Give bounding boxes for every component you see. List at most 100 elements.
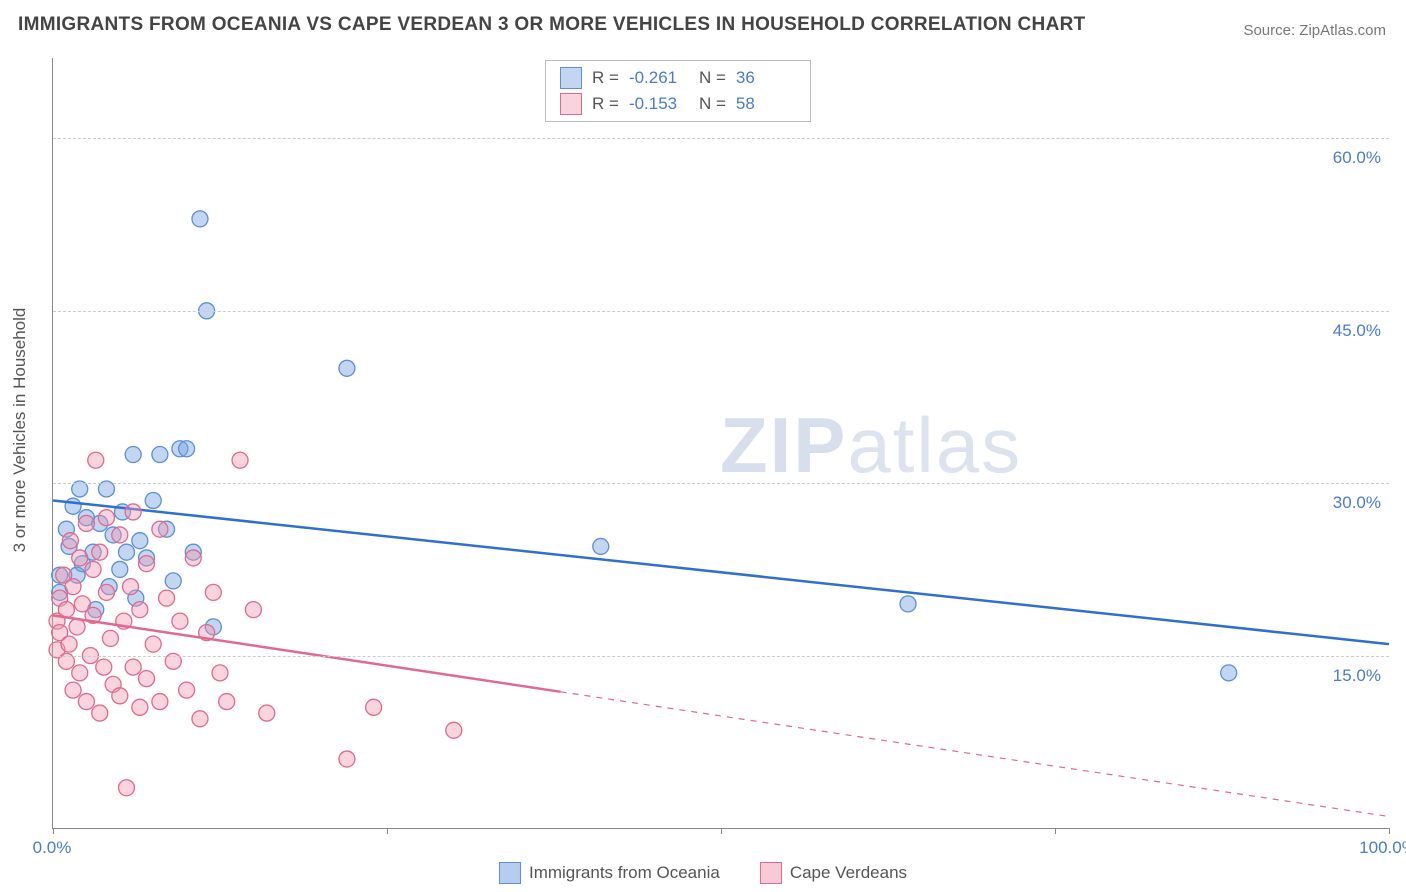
data-point [112,688,128,704]
data-point [232,452,248,468]
data-point [212,665,228,681]
legend-n-value: 36 [736,68,796,88]
data-point [72,665,88,681]
data-point [152,446,168,462]
legend-swatch [760,862,782,884]
data-point [118,780,134,796]
data-point [366,699,382,715]
legend-bottom-label: Cape Verdeans [790,863,907,883]
legend-top-row: R = -0.261 N = 36 [546,65,810,91]
data-point [58,602,74,618]
chart-title: IMMIGRANTS FROM OCEANIA VS CAPE VERDEAN … [18,14,1086,36]
data-point [78,515,94,531]
data-point [172,613,188,629]
y-tick-label: 60.0% [1333,148,1381,168]
x-tick [721,828,722,834]
data-point [72,550,88,566]
x-tick [53,828,54,834]
data-point [593,538,609,554]
data-point [125,504,141,520]
data-point [145,492,161,508]
source-label: Source: ZipAtlas.com [1243,22,1386,39]
data-point [65,498,81,514]
legend-n-label: N = [699,94,726,114]
y-axis-label: 3 or more Vehicles in Household [10,308,30,553]
data-point [132,533,148,549]
data-point [205,584,221,600]
data-point [339,360,355,376]
data-point [61,636,77,652]
plot-area: 15.0% 30.0% 45.0% 60.0% [52,58,1389,829]
data-point [112,561,128,577]
x-tick [1055,828,1056,834]
data-point [102,630,118,646]
data-point [132,602,148,618]
data-point [259,705,275,721]
data-point [112,527,128,543]
legend-top-row: R = -0.153 N = 58 [546,91,810,117]
legend-r-label: R = [592,68,619,88]
y-tick-label: 15.0% [1333,666,1381,686]
legend-bottom: Immigrants from Oceania Cape Verdeans [499,862,907,884]
data-point [78,694,94,710]
data-point [139,671,155,687]
data-point [339,751,355,767]
data-point [152,694,168,710]
legend-swatch [560,93,582,115]
data-point [88,452,104,468]
legend-swatch [499,862,521,884]
y-tick-label: 45.0% [1333,321,1381,341]
legend-bottom-item: Cape Verdeans [760,862,907,884]
data-point [132,699,148,715]
chart-svg [53,58,1389,828]
legend-r-label: R = [592,94,619,114]
data-point [139,556,155,572]
data-point [98,510,114,526]
trend-line [53,615,561,691]
gridline [53,311,1389,312]
data-point [192,211,208,227]
data-point [98,584,114,600]
gridline [53,483,1389,484]
trend-line-dashed [561,692,1389,817]
data-point [118,544,134,560]
data-point [65,579,81,595]
data-point [122,579,138,595]
data-point [152,521,168,537]
data-point [159,590,175,606]
data-point [69,619,85,635]
data-point [446,722,462,738]
data-point [900,596,916,612]
x-tick [387,828,388,834]
data-point [62,533,78,549]
gridline [53,656,1389,657]
data-point [165,573,181,589]
legend-n-label: N = [699,68,726,88]
legend-r-value: -0.261 [629,68,689,88]
x-tick-label: 100.0% [1359,838,1406,858]
data-point [219,694,235,710]
y-tick-label: 30.0% [1333,493,1381,513]
x-tick [1389,828,1390,834]
trend-line [53,500,1389,644]
legend-bottom-label: Immigrants from Oceania [529,863,720,883]
data-point [245,602,261,618]
x-tick-label: 0.0% [33,838,72,858]
gridline [53,138,1389,139]
data-point [179,682,195,698]
data-point [179,441,195,457]
data-point [192,711,208,727]
data-point [85,561,101,577]
legend-swatch [560,67,582,89]
legend-bottom-item: Immigrants from Oceania [499,862,720,884]
legend-n-value: 58 [736,94,796,114]
data-point [1221,665,1237,681]
data-point [92,544,108,560]
data-point [96,659,112,675]
data-point [185,550,201,566]
data-point [92,705,108,721]
legend-top: R = -0.261 N = 36 R = -0.153 N = 58 [545,60,811,122]
data-point [125,659,141,675]
legend-r-value: -0.153 [629,94,689,114]
data-point [65,682,81,698]
